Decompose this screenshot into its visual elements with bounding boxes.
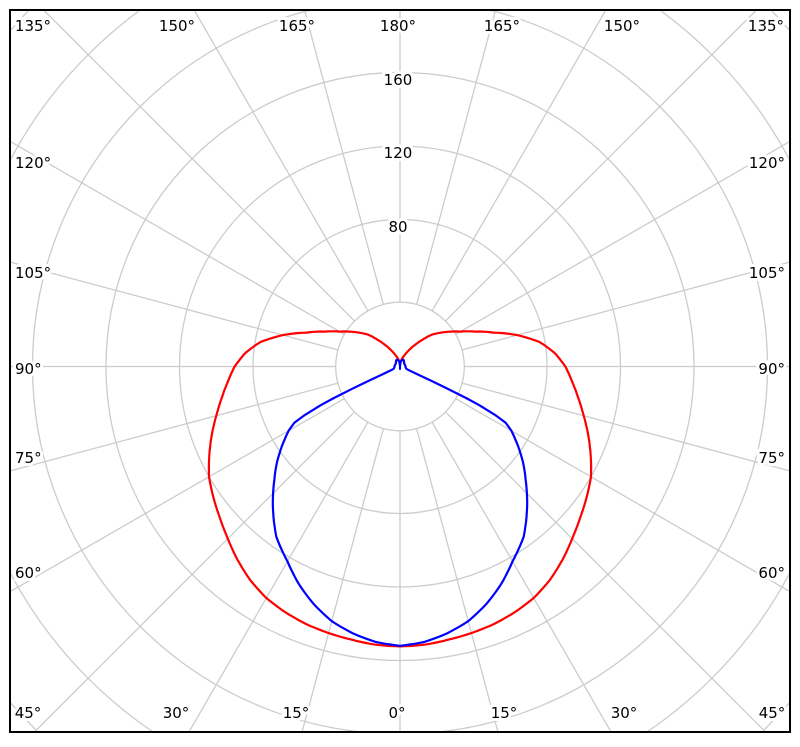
axis-labels: 135° 150° 165° 180° 165° 150° 135° 45° 30° 15° 0° 1… [12, 14, 789, 725]
theta-label-top: 150° [604, 17, 640, 35]
theta-grid-spoke [194, 11, 369, 312]
theta-label-bottom: 45° [759, 704, 786, 722]
theta-grid-spoke [34, 411, 355, 731]
theta-grid-spoke [416, 11, 496, 305]
r-tick-label: 120 [384, 144, 413, 162]
theta-label-top: 135° [15, 17, 51, 35]
theta-label-top: 135° [748, 17, 784, 35]
chart-frame [9, 9, 791, 733]
theta-label-right: 105° [749, 264, 785, 282]
theta-label-bottom: 15° [283, 704, 310, 722]
theta-grid-spoke [461, 261, 789, 351]
theta-grid-spoke [188, 421, 369, 731]
theta-label-bottom: 45° [15, 704, 42, 722]
theta-grid-spoke [11, 141, 345, 335]
r-grid-circle [335, 301, 465, 432]
theta-label-top: 165° [484, 17, 520, 35]
theta-grid-spoke [461, 382, 789, 472]
theta-grid-spoke [445, 11, 757, 322]
series-curves [207, 330, 593, 648]
theta-grid-spoke [455, 141, 789, 335]
r-tick-label: 160 [384, 71, 413, 89]
theta-grid-spoke [416, 428, 499, 731]
theta-label-right: 60° [758, 564, 785, 582]
theta-grid-spoke [455, 398, 789, 592]
r-tick-label: 80 [388, 218, 407, 236]
theta-grid-spoke [11, 398, 345, 592]
theta-label-bottom: 30° [611, 704, 638, 722]
theta-grid-spoke [11, 382, 339, 472]
theta-label-bottom: 0° [388, 704, 405, 722]
theta-label-left: 90° [15, 360, 42, 378]
theta-label-right: 120° [749, 154, 785, 172]
theta-label-bottom: 15° [491, 704, 518, 722]
theta-grid-spoke [43, 11, 355, 322]
theta-label-left: 105° [15, 264, 51, 282]
theta-label-top: 150° [159, 17, 195, 35]
theta-label-top: 165° [279, 17, 315, 35]
theta-grid-spoke [301, 428, 384, 731]
theta-label-right: 75° [758, 449, 785, 467]
theta-grid-spoke [431, 421, 612, 731]
theta-grid-spoke [11, 261, 339, 351]
theta-label-left: 60° [15, 564, 42, 582]
theta-label-left: 120° [15, 154, 51, 172]
blue-curve [271, 358, 529, 647]
theta-grid-spoke [304, 11, 384, 305]
theta-grid-spoke [431, 11, 606, 312]
theta-grid-spoke [445, 411, 766, 731]
theta-label-bottom: 30° [163, 704, 190, 722]
theta-label-left: 75° [15, 449, 42, 467]
theta-label-right: 90° [758, 360, 785, 378]
theta-label-top: 180° [380, 17, 416, 35]
